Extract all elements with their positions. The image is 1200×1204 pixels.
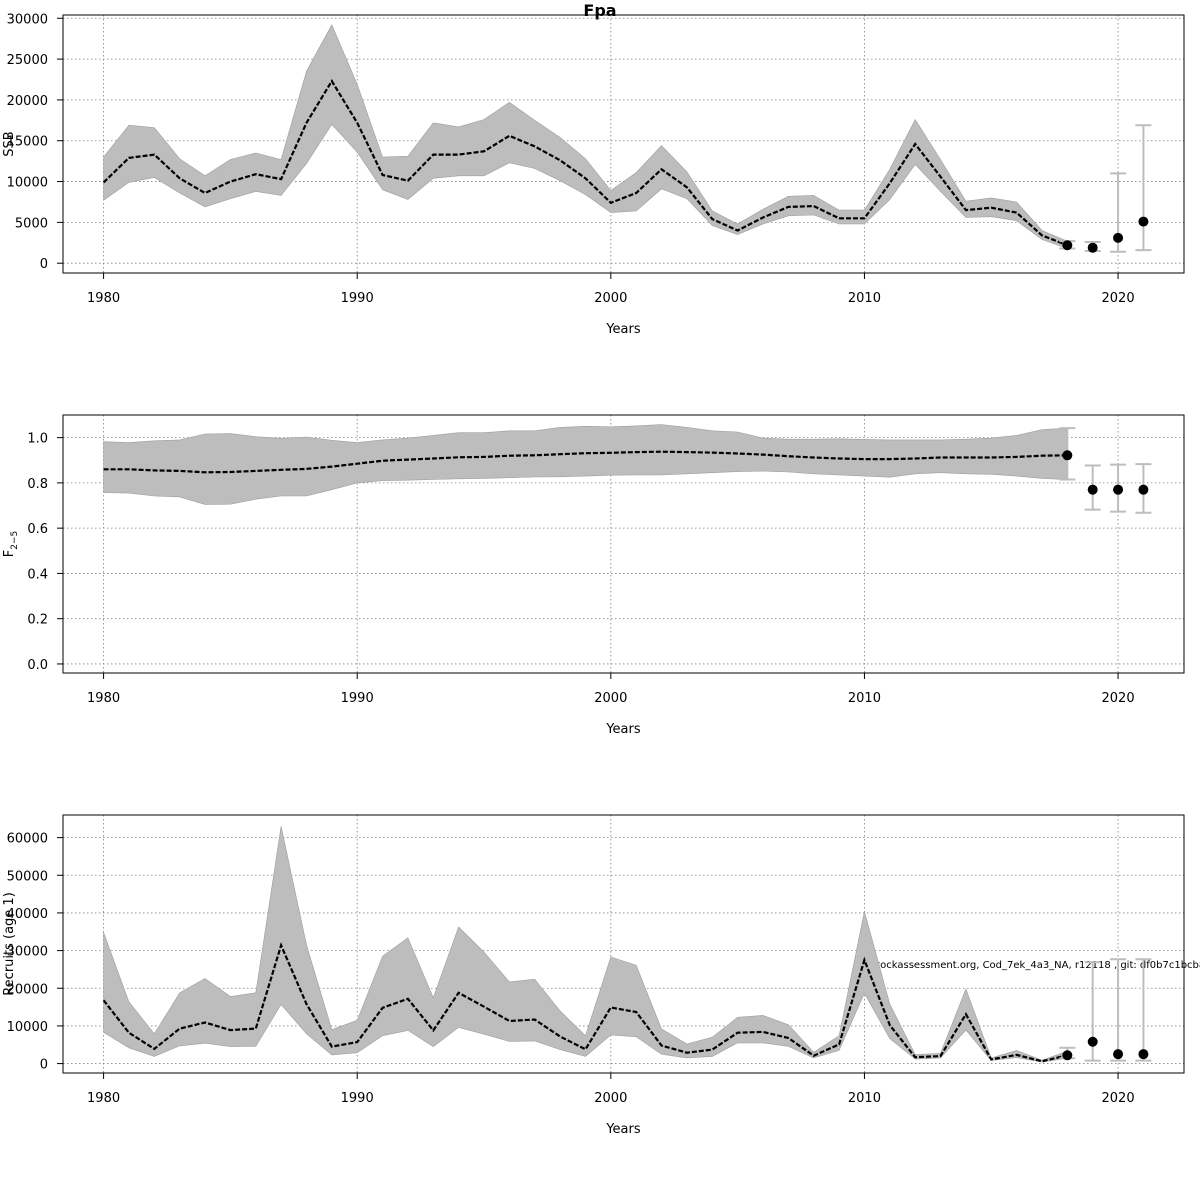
rec-y-tick-label: 40000 — [7, 907, 48, 922]
ssb-x-tick-label: 2020 — [1102, 291, 1135, 306]
rec-point — [1138, 1049, 1149, 1060]
f-y-tick-label: 0.6 — [27, 522, 48, 537]
ssb-y-tick-label: 25000 — [7, 53, 48, 68]
f-y-tick-label: 0.0 — [27, 658, 48, 673]
figure-title: Fpa — [583, 1, 616, 20]
rec-estimate-line — [102, 942, 1068, 1063]
rec-panel: 1980 1990 2000 2010 2020 Years 0 10000 20000 3000… — [2, 814, 1185, 1137]
ssb-x-axis-label: Years — [605, 322, 641, 337]
ssb-y-axis-label: SSB — [2, 131, 17, 156]
f-x-tick-label: 1980 — [87, 691, 120, 706]
ssb-y-tick-label: 15000 — [7, 135, 48, 150]
f-x-axis-label: Years — [605, 722, 641, 737]
rec-y-tick-label: 0 — [40, 1058, 48, 1073]
f-y-tick-label: 1.0 — [27, 432, 48, 447]
f-x-tick-label: 2020 — [1102, 691, 1135, 706]
f-y-tick-label: 0.8 — [27, 477, 48, 492]
ssb-x-tick-label: 1980 — [87, 291, 120, 306]
f-x-tick-label: 2010 — [848, 691, 881, 706]
f-y-tick-label: 0.4 — [27, 567, 48, 582]
ssb-x-tick-label: 1990 — [341, 291, 374, 306]
ssb-y-tick-label: 20000 — [7, 94, 48, 109]
ssb-point — [1062, 240, 1073, 251]
rec-point — [1113, 1049, 1124, 1060]
ssb-y-tick-label: 0 — [40, 257, 48, 272]
rec-point — [1062, 1050, 1073, 1061]
rec-x-tick-label: 1980 — [87, 1091, 120, 1106]
ssb-y-tick-label: 5000 — [15, 216, 48, 231]
f-panel: 1980 1990 2000 2010 2020 Years 0.0 0.2 0.4 0.6 0.8… — [2, 414, 1185, 737]
rec-y-tick-label: 60000 — [7, 832, 48, 847]
f-point — [1138, 484, 1149, 495]
f-x-tick-label: 2000 — [594, 691, 627, 706]
ssb-estimate-line — [102, 78, 1068, 247]
ssb-point — [1138, 216, 1149, 227]
f-point — [1113, 484, 1124, 495]
rec-y-axis-label: Recruits (age 1) — [2, 892, 17, 996]
rec-point — [1087, 1036, 1098, 1047]
f-y-tick-label: 0.2 — [27, 613, 48, 628]
ssb-point — [1113, 232, 1124, 243]
f-y-axis-label-subscript: 2−5 — [10, 531, 20, 550]
rec-y-tick-label: 50000 — [7, 869, 48, 884]
f-x-tick-label: 1990 — [341, 691, 374, 706]
f-point — [1087, 484, 1098, 495]
ssb-y-tick-label: 10000 — [7, 176, 48, 191]
rec-confidence-band — [103, 826, 1068, 1063]
ssb-plot-frame — [62, 14, 1185, 274]
rec-x-axis-label: Years — [605, 1122, 641, 1137]
version-annotation: stockassessment.org, Cod_7ek_4a3_NA, r12… — [871, 960, 1200, 971]
ssb-confidence-band — [103, 24, 1068, 249]
rec-y-tick-label: 10000 — [7, 1020, 48, 1035]
f-point — [1062, 450, 1073, 461]
f-confidence-band — [103, 424, 1068, 505]
f-y-axis-label: F2−5 — [2, 531, 20, 557]
ssb-point — [1087, 242, 1098, 253]
rec-y-tick-label: 20000 — [7, 982, 48, 997]
ssb-x-tick-label: 2010 — [848, 291, 881, 306]
ssb-panel: 1980 1990 2000 2010 2020 Years 0 5000 10000 15000… — [2, 12, 1185, 337]
rec-x-tick-label: 1990 — [341, 1091, 374, 1106]
ssb-y-tick-label: 30000 — [7, 12, 48, 27]
rec-x-tick-label: 2010 — [848, 1091, 881, 1106]
rec-y-tick-label: 30000 — [7, 945, 48, 960]
rec-x-tick-label: 2000 — [594, 1091, 627, 1106]
rec-x-tick-label: 2020 — [1102, 1091, 1135, 1106]
ssb-x-tick-label: 2000 — [594, 291, 627, 306]
